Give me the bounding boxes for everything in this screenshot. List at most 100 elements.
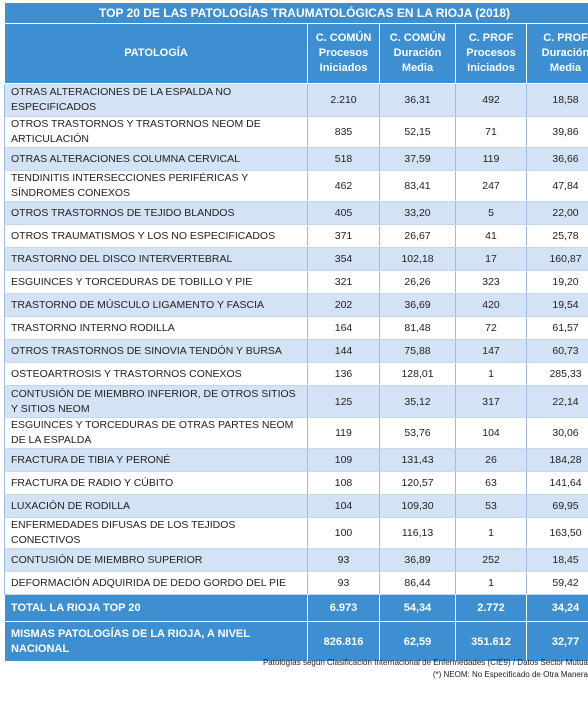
column-header-row: PATOLOGÍA C. COMÚN Procesos Iniciados C.… [4, 23, 588, 84]
header-line: C. PROF [543, 32, 588, 44]
cc-duracion-cell: 36,89 [379, 548, 456, 572]
cc-procesos-cell: 462 [307, 170, 380, 202]
table-row: TRASTORNO DE MÚSCULO LIGAMENTO Y FASCIA 2… [4, 293, 588, 317]
pathology-name: FRACTURA DE RADIO Y CÚBITO [4, 471, 308, 495]
header-line: C. COMÚN [315, 32, 372, 44]
cc-procesos-cell: 518 [307, 147, 380, 171]
cc-duracion-cell: 33,20 [379, 201, 456, 225]
table-row: OTROS TRAUMATISMOS Y LOS NO ESPECIFICADO… [4, 224, 588, 248]
cp-duracion-column-header: C. PROF Duración Media [525, 23, 588, 84]
cc-procesos-cell: 109 [307, 448, 380, 472]
pathology-name: ENFERMEDADES DIFUSAS DE LOS TEJIDOS CONE… [4, 517, 308, 549]
table-row: CONTUSIÓN DE MIEMBRO INFERIOR, DE OTROS … [4, 385, 588, 418]
table-row: ENFERMEDADES DIFUSAS DE LOS TEJIDOS CONE… [4, 517, 588, 549]
cc-duracion-cell: 120,57 [379, 471, 456, 495]
cc-duracion-cell: 53,76 [379, 417, 456, 449]
pathology-name: ESGUINCES Y TORCEDURAS DE TOBILLO Y PIE [4, 270, 308, 294]
cc-duracion-cell: 128,01 [379, 362, 456, 386]
cp-procesos-cell: 71 [455, 116, 527, 148]
cp-procesos-cell: 119 [455, 147, 527, 171]
header-line: C. COMÚN [389, 32, 446, 44]
table-row: OTRAS ALTERACIONES COLUMNA CERVICAL 518 37… [4, 147, 588, 171]
cp-duracion-cell: 19,20 [525, 270, 588, 294]
cp-procesos-cell: 63 [455, 471, 527, 495]
cp-duracion-cell: 163,50 [525, 517, 588, 549]
table-row: TRASTORNO INTERNO RODILLA 164 81,48 72 61,57 [4, 316, 588, 340]
pathology-name: ESGUINCES Y TORCEDURAS DE OTRAS PARTES N… [4, 417, 308, 449]
table-title: TOP 20 DE LAS PATOLOGÍAS TRAUMATOLÓGICAS… [4, 2, 588, 24]
cp-duracion-cell: 160,87 [525, 247, 588, 271]
cp-procesos-cell: 147 [455, 339, 527, 363]
cp-procesos-cell: 72 [455, 316, 527, 340]
cp-duracion-cell: 22,00 [525, 201, 588, 225]
pathology-name: OSTEOARTROSIS Y TRASTORNOS CONEXOS [4, 362, 308, 386]
cc-procesos-cell: 835 [307, 116, 380, 148]
header-line: Procesos [318, 47, 369, 59]
cp-duracion-cell: 141,64 [525, 471, 588, 495]
cc-duracion-cell: 36,69 [379, 293, 456, 317]
table-row: OSTEOARTROSIS Y TRASTORNOS CONEXOS 136 128… [4, 362, 588, 386]
total-cc-duracion-cell: 54,34 [379, 594, 456, 622]
header-line: Media [549, 62, 582, 74]
cp-procesos-cell: 1 [455, 571, 527, 595]
pathology-name: OTRAS ALTERACIONES DE LA ESPALDA NO ESPE… [4, 83, 308, 117]
total-row: MISMAS PATOLOGÍAS DE LA RIOJA, A NIVEL N… [4, 621, 588, 662]
pathology-name: TENDINITIS INTERSECCIONES PERIFÉRICAS Y … [4, 170, 308, 202]
source-footnote: Patologías según Clasificación Internaci… [262, 658, 588, 667]
cp-procesos-cell: 492 [455, 83, 527, 117]
table-row: TENDINITIS INTERSECCIONES PERIFÉRICAS Y … [4, 170, 588, 202]
table-row: FRACTURA DE RADIO Y CÚBITO 108 120,57 63 141… [4, 471, 588, 495]
table-row: OTRAS ALTERACIONES DE LA ESPALDA NO ESPE… [4, 83, 588, 117]
cc-duracion-cell: 52,15 [379, 116, 456, 148]
cc-duracion-cell: 26,26 [379, 270, 456, 294]
cc-duracion-cell: 86,44 [379, 571, 456, 595]
table-row: OTROS TRASTORNOS DE SINOVIA TENDÓN Y BUR… [4, 339, 588, 363]
cc-procesos-cell: 321 [307, 270, 380, 294]
total-label: MISMAS PATOLOGÍAS DE LA RIOJA, A NIVEL N… [4, 621, 308, 662]
cc-duracion-cell: 102,18 [379, 247, 456, 271]
header-line: Duración [541, 47, 588, 59]
total-cp-duracion-cell: 34,24 [525, 594, 588, 622]
cp-procesos-cell: 17 [455, 247, 527, 271]
pathology-name: OTROS TRASTORNOS DE TEJIDO BLANDOS [4, 201, 308, 225]
cp-procesos-cell: 41 [455, 224, 527, 248]
total-cp-procesos-cell: 2.772 [455, 594, 527, 622]
total-cc-duracion-cell: 62,59 [379, 621, 456, 662]
cp-duracion-cell: 18,58 [525, 83, 588, 117]
cc-procesos-cell: 100 [307, 517, 380, 549]
neom-footnote: (*) NEOM: No Especificado de Otra Manera [432, 670, 588, 679]
cc-procesos-cell: 119 [307, 417, 380, 449]
pathology-name: TRASTORNO DEL DISCO INTERVERTEBRAL [4, 247, 308, 271]
cp-duracion-cell: 30,06 [525, 417, 588, 449]
cc-duracion-cell: 26,67 [379, 224, 456, 248]
pathology-table: TOP 20 DE LAS PATOLOGÍAS TRAUMATOLÓGICAS… [4, 2, 588, 662]
cp-duracion-cell: 39,86 [525, 116, 588, 148]
cc-procesos-cell: 405 [307, 201, 380, 225]
table-row: LUXACIÓN DE RODILLA 104 109,30 53 69,95 [4, 494, 588, 518]
table-row: CONTUSIÓN DE MIEMBRO SUPERIOR 93 36,89 252 1… [4, 548, 588, 572]
cp-duracion-cell: 19,54 [525, 293, 588, 317]
cp-procesos-column-header: C. PROF Procesos Iniciados [455, 23, 527, 84]
pathology-name: CONTUSIÓN DE MIEMBRO INFERIOR, DE OTROS … [4, 385, 308, 418]
cc-duracion-column-header: C. COMÚN Duración Media [379, 23, 456, 84]
header-line: Iniciados [467, 62, 515, 74]
cc-procesos-cell: 144 [307, 339, 380, 363]
cp-procesos-cell: 53 [455, 494, 527, 518]
cc-procesos-column-header: C. COMÚN Procesos Iniciados [307, 23, 380, 84]
table-body: OTRAS ALTERACIONES DE LA ESPALDA NO ESPE… [4, 83, 588, 662]
header-line: Duración [393, 47, 442, 59]
table-title-row: TOP 20 DE LAS PATOLOGÍAS TRAUMATOLÓGICAS… [4, 2, 588, 24]
cc-duracion-cell: 35,12 [379, 385, 456, 418]
pathology-column-header: PATOLOGÍA [4, 23, 308, 84]
cp-procesos-cell: 104 [455, 417, 527, 449]
cp-duracion-cell: 18,45 [525, 548, 588, 572]
cp-duracion-cell: 47,84 [525, 170, 588, 202]
total-cp-duracion-cell: 32,77 [525, 621, 588, 662]
cp-procesos-cell: 317 [455, 385, 527, 418]
pathology-name: FRACTURA DE TIBIA Y PERONÉ [4, 448, 308, 472]
cc-duracion-cell: 81,48 [379, 316, 456, 340]
table-row: DEFORMACIÓN ADQUIRIDA DE DEDO GORDO DEL … [4, 571, 588, 595]
cc-duracion-cell: 131,43 [379, 448, 456, 472]
table-row: FRACTURA DE TIBIA Y PERONÉ 109 131,43 26 184… [4, 448, 588, 472]
cp-duracion-cell: 36,66 [525, 147, 588, 171]
